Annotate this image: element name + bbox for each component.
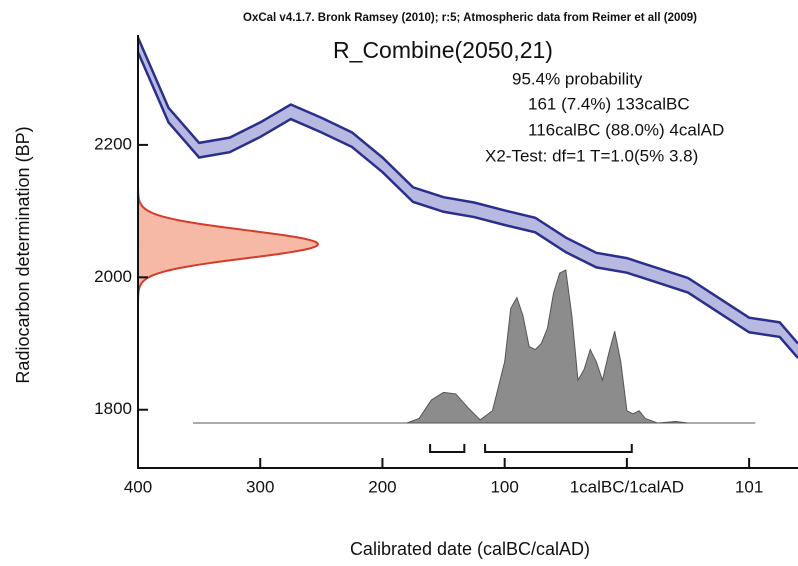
x-tick-label: 400 [124,477,152,496]
y-tick-label: 2000 [94,267,132,286]
calibration-edge [136,37,798,345]
calibration-band [138,37,798,359]
y-tick-label: 2200 [94,134,132,153]
posterior [193,269,756,424]
chart-title: R_Combine(2050,21) [333,37,553,63]
range-bracket [484,444,633,453]
header: OxCal v4.1.7. Bronk Ramsey (2010); r:5; … [243,12,697,24]
measurement-distribution [136,188,320,301]
x-tick-label: 1calBC/1calAD [570,477,684,496]
annotation: 116calBC (88.0%) 4calAD [528,120,724,139]
annotation: 161 (7.4%) 133calBC [528,94,690,113]
annotation: 95.4% probability [512,69,643,88]
y-axis-label: Radiocarbon determination (BP) [13,126,33,383]
x-tick-label: 100 [490,477,518,496]
annotation: X2-Test: df=1 T=1.0(5% 3.8) [485,146,698,165]
x-tick-label: 101 [735,477,763,496]
range-bracket [429,444,466,453]
calibration-edge [136,51,798,359]
x-tick-label: 300 [246,477,274,496]
y-tick-label: 1800 [94,399,132,418]
x-tick-label: 200 [368,477,396,496]
x-axis-label: Calibrated date (calBC/calAD) [350,539,590,559]
